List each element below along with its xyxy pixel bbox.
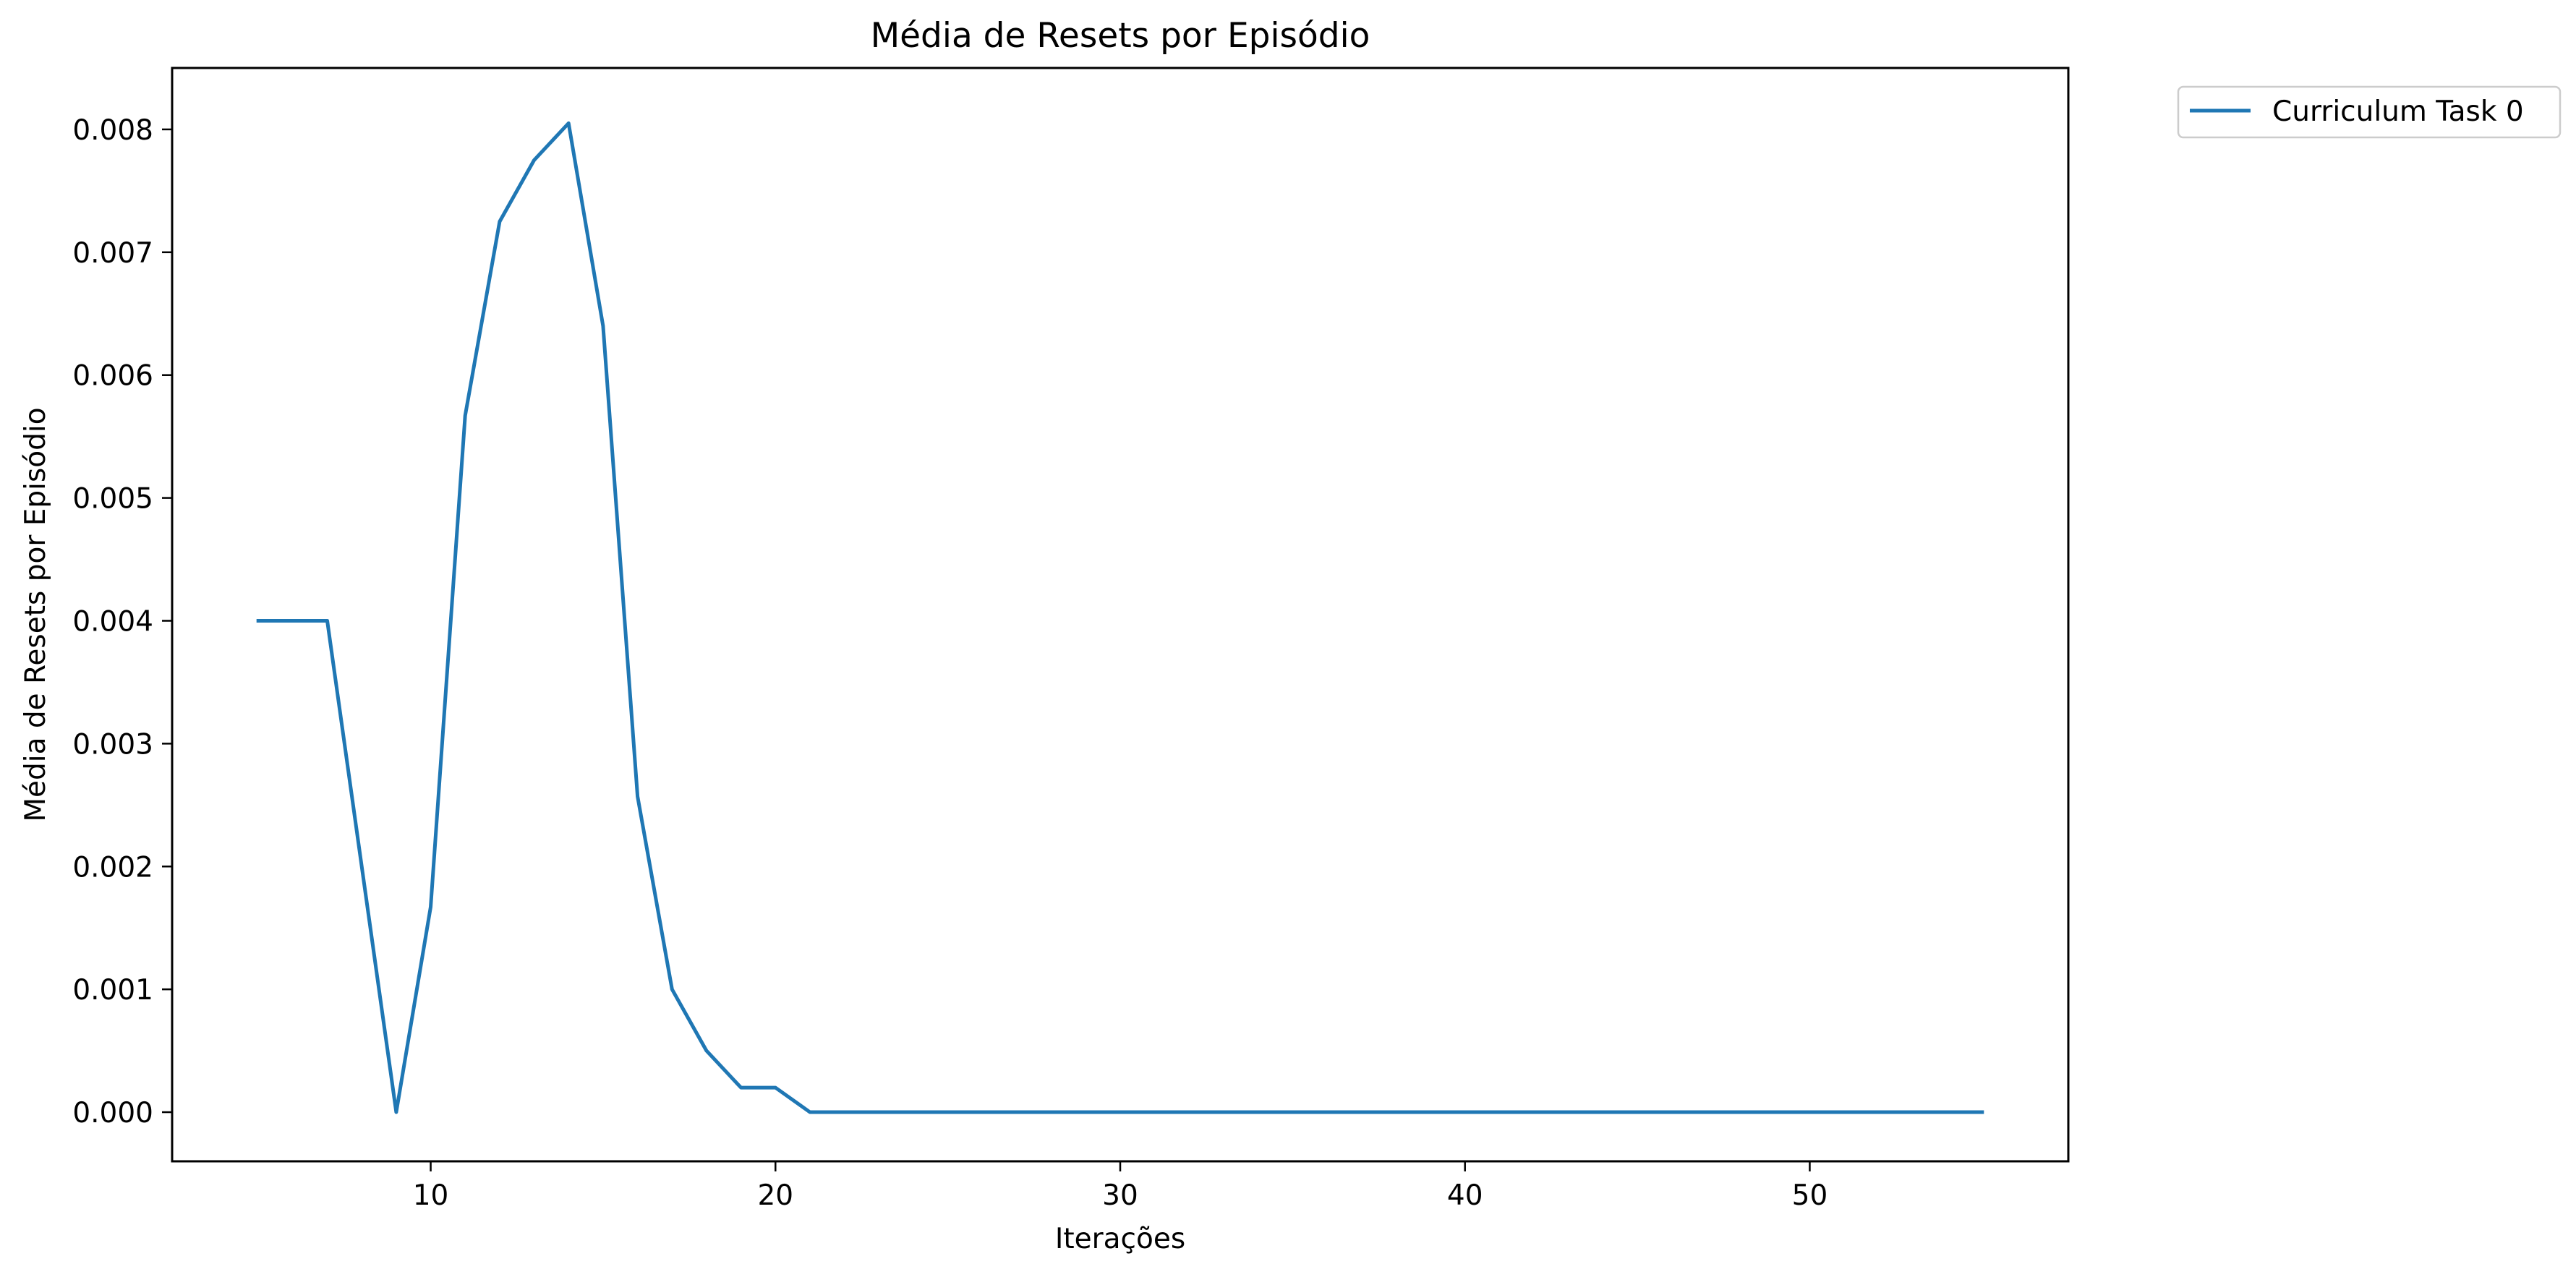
legend-box	[2177, 85, 2562, 139]
y-tick-label: 0.000	[72, 1097, 153, 1129]
x-tick-label: 20	[757, 1179, 793, 1212]
chart-title: Média de Resets por Episódio	[871, 16, 1370, 56]
y-tick-label: 0.005	[72, 483, 153, 516]
y-tick-label: 0.001	[72, 974, 153, 1007]
x-axis-ticks: 10 20 30 40 50	[413, 1161, 1828, 1212]
series-line-curriculum-task-0	[256, 121, 1984, 1114]
y-tick-label: 0.003	[72, 728, 153, 761]
x-axis-label: Iterações	[1055, 1223, 1185, 1255]
y-tick-label: 0.004	[72, 605, 153, 638]
plot-area-frame	[171, 67, 2070, 1163]
y-tick-label: 0.007	[72, 237, 153, 270]
y-tick-label: 0.008	[72, 114, 153, 147]
legend: Curriculum Task 0	[2177, 85, 2562, 139]
x-tick-label: 50	[1792, 1179, 1828, 1212]
plot-series	[256, 121, 1984, 1114]
y-tick-label: 0.006	[72, 360, 153, 393]
x-tick-label: 10	[413, 1179, 449, 1212]
y-tick-label: 0.002	[72, 851, 153, 884]
x-tick-label: 40	[1447, 1179, 1483, 1212]
y-axis-ticks: 0.000 0.001 0.002 0.003 0.004 0.005 0.006 0.007…	[72, 114, 172, 1129]
legend-label-curriculum-task-0: Curriculum Task 0	[2272, 95, 2524, 128]
y-axis-label: Média de Resets por Episódio	[20, 407, 52, 821]
x-tick-label: 30	[1102, 1179, 1138, 1212]
